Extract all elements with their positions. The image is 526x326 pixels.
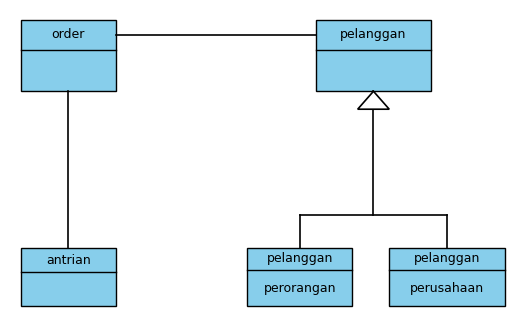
Text: pelanggan: pelanggan (267, 252, 333, 265)
Text: pelanggan: pelanggan (414, 252, 480, 265)
Text: antrian: antrian (46, 254, 91, 267)
FancyBboxPatch shape (21, 20, 116, 91)
Polygon shape (358, 91, 389, 109)
Text: pelanggan: pelanggan (340, 28, 407, 41)
Text: perusahaan: perusahaan (410, 282, 484, 295)
FancyBboxPatch shape (316, 20, 431, 91)
FancyBboxPatch shape (389, 248, 505, 306)
FancyBboxPatch shape (21, 248, 116, 306)
Text: perorangan: perorangan (264, 282, 336, 295)
Text: order: order (52, 28, 85, 41)
FancyBboxPatch shape (247, 248, 352, 306)
